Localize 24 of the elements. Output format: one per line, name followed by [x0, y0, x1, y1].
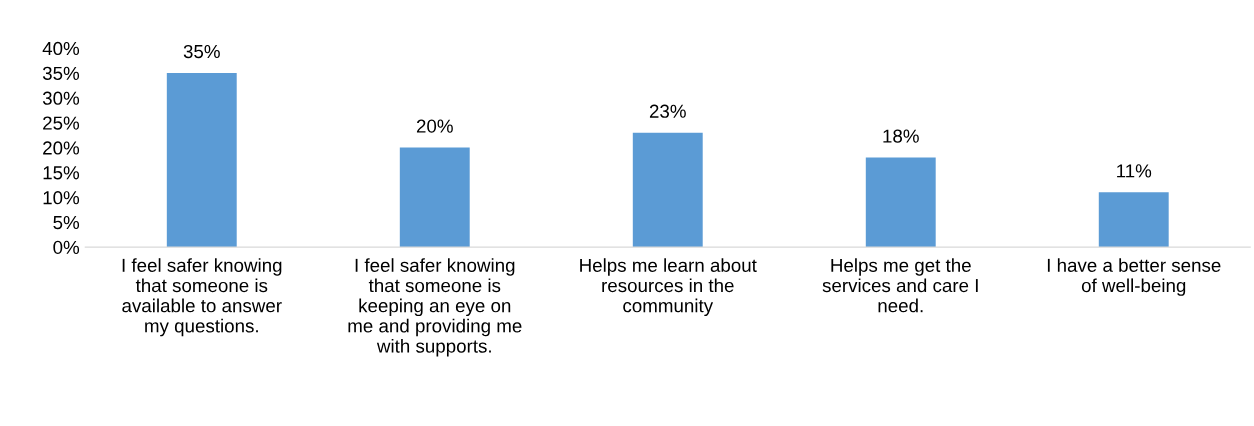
y-tick-label: 30%	[42, 91, 80, 105]
data-label: 18%	[883, 129, 919, 143]
y-tick-label: 25%	[43, 116, 80, 130]
y-tick-label: 0%	[53, 240, 80, 255]
x-tick-label: I feel safer knowing that someone is keeping an eye on me and providing me with supports.	[348, 258, 522, 357]
x-tick-label: I feel safer knowing that someone is available to answer my questions.	[122, 258, 282, 337]
data-label: 23%	[649, 104, 686, 118]
bar	[632, 132, 703, 248]
x-tick-label: Helps me get the services and care I need.	[822, 258, 978, 313]
y-tick-label: 5%	[53, 216, 80, 230]
y-tick-label: 10%	[43, 191, 80, 205]
bar	[865, 157, 936, 248]
bar	[166, 73, 237, 248]
data-label: 20%	[416, 119, 453, 133]
data-label: 11%	[1117, 164, 1152, 178]
y-tick-label: 15%	[43, 166, 80, 180]
bar	[1098, 192, 1169, 248]
y-tick-label: 20%	[43, 141, 80, 155]
x-tick-label: Helps me learn about resources in the community	[580, 258, 757, 317]
y-tick-label: 35%	[42, 66, 80, 80]
y-tick-label: 40%	[42, 41, 80, 56]
data-label: 35%	[183, 44, 220, 59]
x-tick-label: I have a better sense of well-being	[1047, 258, 1221, 296]
bar	[399, 147, 470, 248]
